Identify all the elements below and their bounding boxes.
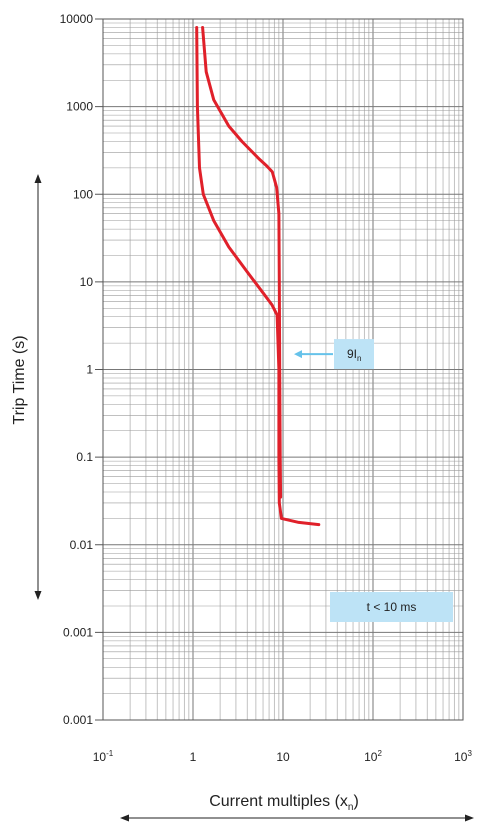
x-axis-arrow	[120, 814, 474, 822]
y-axis-title: Trip Time (s)	[11, 335, 28, 424]
trip-curves	[195, 26, 321, 527]
annotation-arrowhead	[294, 350, 302, 359]
y-tick-label: 1	[86, 363, 93, 377]
x-tick-label: 103	[454, 749, 472, 764]
x-tick-exponent: -1	[106, 749, 114, 758]
x-tick-base: 10	[93, 750, 107, 764]
annotation-label-sub: n	[357, 354, 361, 363]
x-axis-title-sub: n	[348, 802, 354, 813]
x-tick-exponent: 2	[377, 749, 382, 758]
x-tick-base: 10	[454, 750, 468, 764]
x-tick-base: 10	[364, 750, 378, 764]
y-tick-label: 0.1	[76, 450, 93, 464]
annotation-9in: 9In	[294, 339, 374, 370]
y-tick-label: 10000	[60, 12, 94, 26]
annotations: 9In t < 10 ms	[294, 339, 453, 622]
y-tick-label: 10	[80, 275, 94, 289]
y-axis-arrow	[34, 174, 42, 600]
x-tick-base: 10	[276, 750, 290, 764]
x-tick-label: 1	[190, 750, 197, 764]
x-axis-title-close: )	[353, 793, 358, 810]
annotation-label-main: 9I	[347, 347, 357, 361]
x-tick-labels: 10-1 1 10 102 103	[93, 749, 473, 764]
y-tick-label: 0.001	[63, 625, 93, 639]
y-tick-label: 0.01	[70, 538, 94, 552]
annotation-label: 9In	[347, 347, 361, 363]
x-tick-label: 10-1	[93, 749, 114, 764]
x-tick-label: 10	[276, 750, 290, 764]
x-axis-title-main: Current multiples (x	[209, 793, 348, 810]
y-tick-labels: 10000 1000 100 10 1 0.1 0.01 0.001 0.001	[60, 12, 103, 727]
x-tick-exponent: 3	[467, 749, 472, 758]
trip-curve-2	[201, 26, 283, 499]
y-tick-label: 0.001	[63, 713, 93, 727]
trip-curve-1	[195, 26, 321, 527]
y-tick-label: 100	[73, 187, 93, 201]
annotation-box	[334, 339, 374, 370]
y-tick-label: 1000	[66, 100, 93, 114]
x-axis-title: Current multiples (xn)	[209, 793, 359, 813]
annotation-t-lt-10ms: t < 10 ms	[330, 592, 453, 622]
annotation-label: t < 10 ms	[367, 600, 417, 614]
annotation-box	[330, 592, 453, 622]
x-tick-label: 102	[364, 749, 382, 764]
x-tick-base: 1	[190, 750, 197, 764]
